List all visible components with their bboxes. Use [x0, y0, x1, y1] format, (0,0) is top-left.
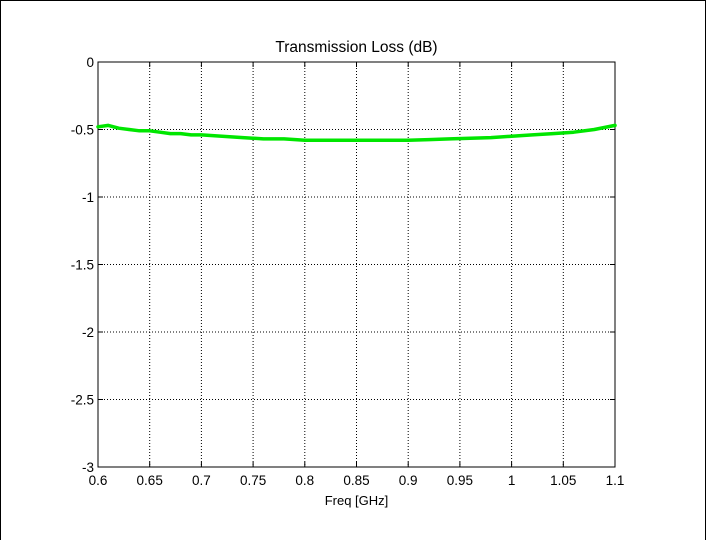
- x-tick-label: 1.05: [550, 473, 576, 488]
- y-tick-label: -3: [82, 460, 94, 475]
- x-axis-label: Freq [GHz]: [325, 493, 389, 508]
- series-layer: [96, 123, 617, 143]
- y-tick-label: -0.5: [71, 123, 94, 138]
- x-tick-label: 1: [508, 473, 516, 488]
- x-tick-label: 0.8: [295, 473, 314, 488]
- axis-ticks: 0.6 0.65 0.7 0.75 0.8 0.85 0.9 0.95 1 1.05 1.1 0 -0.…: [71, 55, 625, 488]
- x-tick-label: 0.75: [240, 473, 266, 488]
- x-tick-label: 0.85: [343, 473, 369, 488]
- y-tick-label: -1: [82, 190, 94, 205]
- x-tick-label: 0.9: [399, 473, 418, 488]
- x-tick-label: 0.7: [192, 473, 211, 488]
- y-tick-label: 0: [86, 55, 94, 70]
- y-tick-label: -1.5: [71, 258, 94, 273]
- x-tick-label: 1.1: [606, 473, 625, 488]
- x-tick-label: 0.6: [89, 473, 108, 488]
- grid-lines: [98, 62, 615, 467]
- y-tick-label: -2.5: [71, 393, 94, 408]
- chart-title: Transmission Loss (dB): [275, 39, 437, 56]
- x-tick-label: 0.95: [447, 473, 473, 488]
- y-tick-label: -2: [82, 325, 94, 340]
- series-line: [96, 123, 617, 143]
- x-tick-label: 0.65: [137, 473, 163, 488]
